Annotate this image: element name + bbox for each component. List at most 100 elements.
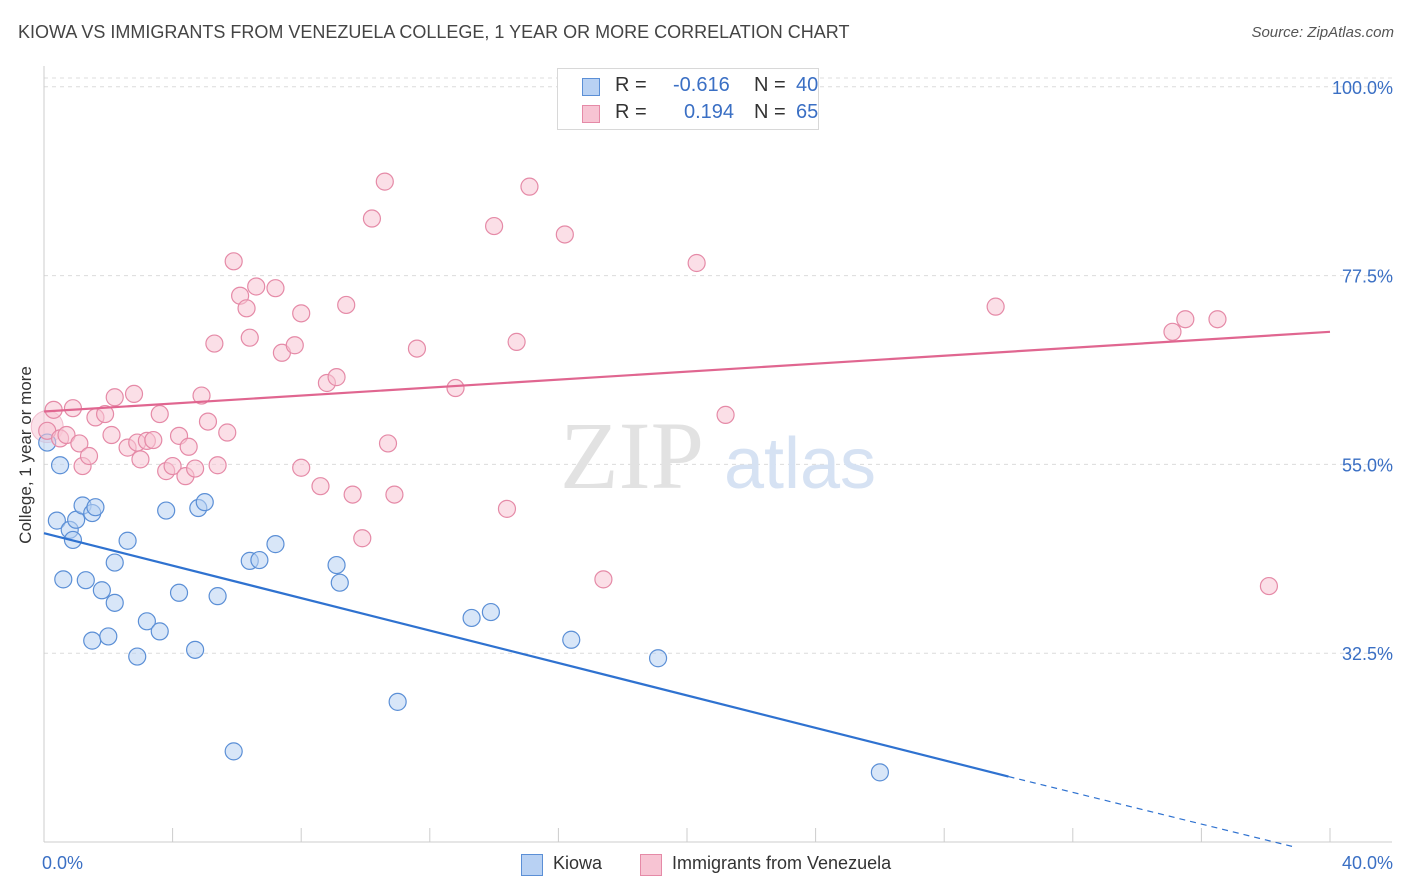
venezuela-point — [555, 225, 574, 244]
watermark-zip: ZIP — [560, 402, 704, 509]
kiowa-point — [118, 531, 137, 550]
venezuela-point — [1163, 322, 1182, 341]
legend-n-value-kiowa: 40 — [796, 74, 819, 96]
venezuela-point — [353, 529, 372, 548]
kiowa-point — [250, 550, 269, 570]
trend-lines — [43, 330, 1331, 848]
venezuela-point — [327, 368, 346, 387]
venezuela-point — [218, 423, 237, 442]
legend-r-value-venezuela: 0.194 — [684, 101, 735, 123]
kiowa-point — [157, 501, 176, 520]
venezuela-point — [594, 570, 613, 589]
venezuela-point — [240, 328, 259, 347]
kiowa-point — [150, 622, 169, 641]
kiowa-point — [92, 581, 111, 600]
legend-n-label: N = — [754, 101, 786, 123]
venezuela-point — [179, 437, 198, 456]
kiowa-point — [266, 535, 285, 554]
kiowa-point — [388, 692, 407, 711]
legend-n-label: N = — [754, 74, 786, 96]
kiowa-point — [462, 608, 481, 628]
legend-r-label: R = — [615, 74, 647, 96]
kiowa-point — [76, 571, 95, 590]
venezuela-point — [198, 412, 218, 431]
venezuela-point — [343, 485, 362, 504]
venezuela-point — [362, 209, 382, 228]
x-tick-label: 40.0% — [1342, 853, 1393, 873]
venezuela-point — [205, 334, 224, 353]
legend-r-value-kiowa: -0.616 — [673, 74, 730, 96]
venezuela-trend-line — [43, 330, 1331, 413]
venezuela-point — [407, 339, 427, 358]
chart-title: KIOWA VS IMMIGRANTS FROM VENEZUELA COLLE… — [18, 22, 850, 42]
venezuela-point — [1208, 310, 1227, 329]
kiowa-point — [169, 583, 189, 602]
venezuela-point — [150, 404, 169, 424]
watermark: ZIP atlas — [560, 402, 876, 509]
kiowa-trend-line — [43, 532, 1009, 778]
legend-r-label: R = — [615, 101, 647, 123]
kiowa-point — [137, 612, 156, 631]
venezuela-point — [1176, 310, 1195, 329]
venezuela-point — [986, 297, 1005, 316]
kiowa-point — [47, 511, 66, 530]
kiowa-point — [128, 647, 147, 666]
venezuela-point — [285, 336, 304, 355]
kiowa-point — [86, 498, 105, 517]
tick-labels: 100.0% 77.5% 55.0% 32.5% 0.0% 40.0% — [42, 78, 1393, 873]
venezuela-point — [375, 172, 394, 191]
kiowa-point — [195, 493, 214, 512]
venezuela-point — [70, 434, 89, 453]
kiowa-point — [99, 627, 118, 646]
y-tick-label: 100.0% — [1332, 78, 1393, 98]
kiowa-point — [208, 587, 227, 606]
venezuela-point — [186, 459, 205, 478]
kiowa-point — [481, 602, 500, 622]
correlation-legend: R = -0.616 N = 40 R = 0.194 N = 65 — [557, 68, 819, 130]
kiowa-point — [224, 742, 243, 761]
data-points — [30, 172, 1279, 782]
venezuela-point — [337, 295, 356, 315]
venezuela-point — [385, 485, 404, 504]
legend-swatch-kiowa — [582, 78, 600, 96]
venezuela-point — [1259, 576, 1279, 596]
venezuela-point — [507, 332, 526, 351]
y-tick-label: 32.5% — [1342, 644, 1393, 664]
venezuela-point — [520, 177, 539, 196]
venezuela-point — [124, 384, 144, 404]
kiowa-point — [105, 553, 124, 572]
kiowa-point — [50, 456, 70, 475]
venezuela-point — [57, 425, 76, 445]
series-name-kiowa: Kiowa — [553, 853, 603, 873]
venezuela-point — [446, 378, 465, 398]
y-tick-label: 77.5% — [1342, 267, 1393, 287]
venezuela-point — [497, 499, 517, 518]
venezuela-point — [378, 434, 398, 453]
kiowa-point — [327, 555, 346, 575]
venezuela-point — [237, 299, 256, 318]
venezuela-point — [192, 386, 211, 405]
watermark-atlas: atlas — [724, 424, 876, 504]
venezuela-point — [163, 456, 182, 476]
venezuela-point — [79, 446, 99, 466]
kiowa-point — [186, 640, 205, 659]
venezuela-point — [102, 425, 121, 445]
kiowa-point — [83, 631, 102, 650]
venezuela-point — [95, 404, 115, 424]
venezuela-point — [311, 477, 330, 496]
kiowa-point — [330, 573, 349, 592]
venezuela-point — [105, 388, 124, 407]
venezuela-point — [266, 279, 285, 298]
venezuela-point — [485, 216, 504, 236]
source-label: Source: ZipAtlas.com — [1251, 24, 1394, 41]
venezuela-point — [144, 430, 163, 450]
kiowa-point — [54, 570, 73, 589]
venezuela-point — [224, 252, 243, 271]
series-swatch-venezuela — [640, 854, 662, 876]
venezuela-point — [716, 405, 735, 424]
y-tick-label: 55.0% — [1342, 455, 1393, 475]
series-swatch-kiowa — [521, 854, 543, 876]
venezuela-point — [687, 253, 706, 273]
legend-swatch-venezuela — [582, 105, 600, 123]
